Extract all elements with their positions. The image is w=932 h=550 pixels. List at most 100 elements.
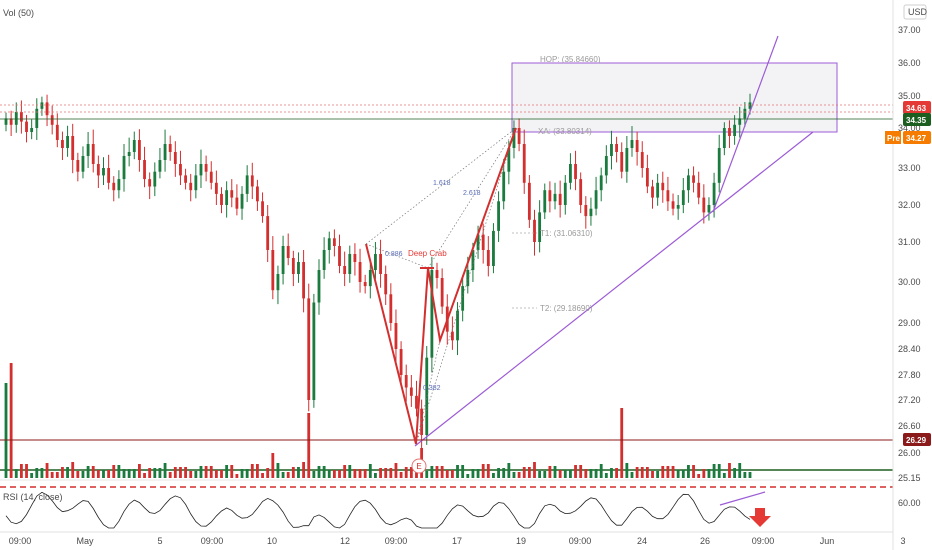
candle-body	[620, 152, 624, 172]
volume-bar	[102, 470, 105, 478]
candle-body	[748, 102, 752, 109]
candle-body	[307, 298, 311, 400]
volume-bar	[384, 468, 388, 478]
volume-bar	[594, 469, 598, 478]
candle-body	[286, 246, 290, 258]
candle-body	[584, 205, 588, 217]
currency-box[interactable]	[903, 4, 927, 20]
volume-bar	[522, 467, 526, 478]
candle-body	[635, 140, 639, 152]
volume-bar	[112, 465, 116, 478]
candle-body	[743, 108, 747, 119]
volume-label: Vol (50)	[3, 8, 34, 18]
volume-bar	[748, 472, 752, 478]
x-tick-label: Jun	[820, 536, 835, 546]
volume-bar	[430, 466, 434, 478]
pattern-point-marker	[411, 458, 427, 474]
volume-bar	[4, 383, 8, 478]
price-badge-label: 34.35	[906, 116, 927, 125]
target-label: HOP: (35.84660)	[540, 55, 601, 64]
pattern-ratio-connector	[415, 340, 441, 445]
candle-body	[733, 124, 737, 136]
candle-body	[81, 156, 85, 172]
candle-body	[240, 193, 244, 209]
candle-body	[666, 190, 670, 202]
candle-body	[450, 331, 454, 341]
y-tick-label: 26.60	[898, 421, 921, 431]
pattern-ratio-label: 0.382	[423, 385, 441, 392]
candle-body	[66, 136, 69, 148]
volume-bar	[286, 472, 290, 478]
candle-body	[481, 234, 485, 250]
volume-bar	[466, 474, 470, 478]
candle-body	[599, 175, 603, 191]
down-arrow-icon	[749, 508, 771, 527]
volume-bar	[374, 473, 377, 478]
candle-body	[96, 164, 100, 176]
volume-bar	[76, 471, 80, 478]
volume-bar	[681, 470, 685, 478]
rising-trendline	[712, 35, 779, 213]
target-label: T1: (31.06310)	[540, 229, 593, 238]
candle-body	[332, 238, 336, 246]
volume-bar	[173, 467, 177, 478]
x-tick-label: 5	[157, 536, 162, 546]
currency-label[interactable]: USD	[908, 7, 928, 17]
y-tick-label: 25.15	[898, 473, 921, 483]
volume-bar	[61, 467, 64, 478]
candlesticks	[4, 93, 752, 449]
volume-bar	[40, 468, 44, 478]
volume-bar	[743, 472, 747, 478]
x-tick-label: 26	[700, 536, 710, 546]
candle-body	[492, 230, 495, 266]
volume-bar	[322, 466, 326, 478]
y-tick-label: 28.40	[898, 344, 921, 354]
y-tick-label: 27.80	[898, 370, 921, 380]
volume-bar	[533, 462, 536, 478]
volume-bar	[55, 472, 59, 478]
volume-bar	[574, 465, 577, 478]
x-tick-label: 12	[340, 536, 350, 546]
volume-bar	[50, 472, 54, 478]
candle-body	[343, 266, 347, 274]
candle-body	[548, 190, 552, 202]
volume-bar	[507, 463, 511, 478]
volume-bar	[86, 466, 90, 478]
pattern-point-label: E	[416, 462, 421, 471]
volume-bar	[456, 465, 459, 478]
candle-body	[379, 254, 382, 274]
volume-bar	[168, 472, 172, 478]
candle-body	[543, 190, 547, 213]
candle-body	[14, 112, 18, 125]
pre-market-tag-label: Pre	[887, 134, 900, 143]
candle-body	[112, 182, 116, 191]
volume-bar	[579, 465, 583, 478]
pre-market-tag	[885, 131, 901, 144]
candle-body	[358, 262, 362, 282]
volume-bar	[19, 464, 23, 478]
x-tick-label: May	[76, 536, 94, 546]
candle-body	[717, 148, 721, 183]
candle-body	[615, 144, 619, 152]
candle-body	[266, 216, 270, 250]
volume-bar	[651, 471, 654, 478]
candle-body	[261, 201, 264, 217]
y-tick-label: 37.00	[898, 25, 921, 35]
volume-bar	[461, 465, 465, 478]
price-badge-label: 34.27	[906, 134, 927, 143]
volume-bar	[738, 463, 742, 478]
candle-body	[389, 294, 393, 323]
candle-body	[9, 118, 13, 125]
candle-body	[692, 175, 695, 183]
rsi-trendline	[719, 491, 766, 506]
volume-bar	[348, 465, 352, 478]
candle-body	[50, 115, 54, 125]
candle-body	[209, 171, 213, 183]
volume-bar	[656, 471, 660, 478]
volume-bar	[389, 468, 393, 478]
candle-body	[533, 219, 536, 242]
candle-body	[569, 164, 572, 183]
volume-bar	[599, 464, 603, 478]
candle-body	[589, 208, 593, 217]
volume-bar	[481, 464, 485, 478]
